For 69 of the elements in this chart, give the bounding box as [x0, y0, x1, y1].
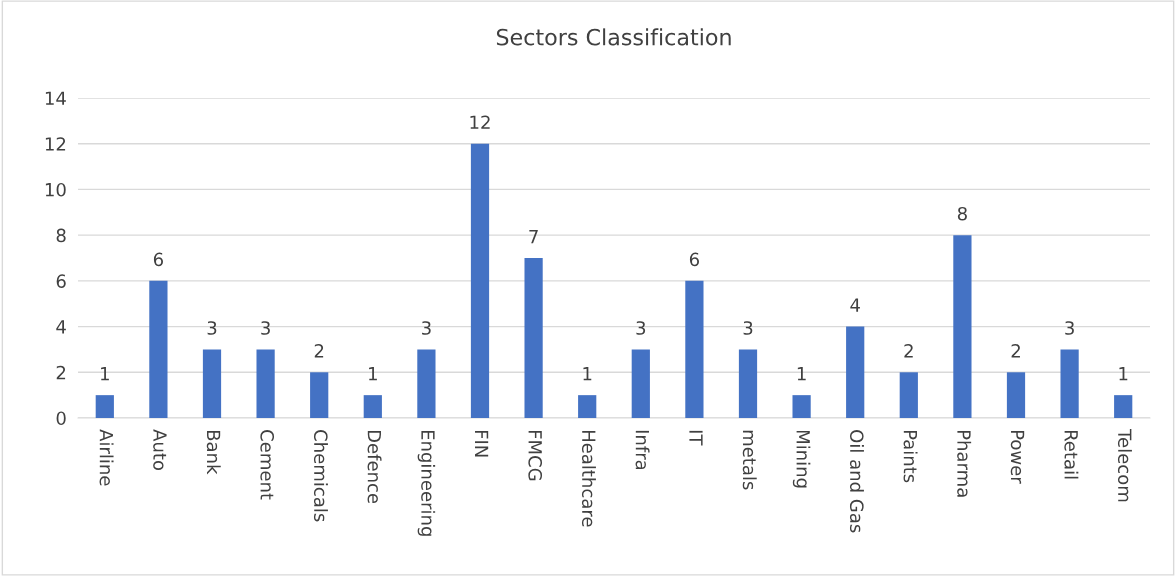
bar — [685, 280, 704, 418]
y-tick-label: 0 — [56, 411, 66, 426]
x-tick-label: Healthcare — [581, 430, 596, 527]
bar — [149, 280, 168, 418]
bar — [363, 395, 382, 418]
bar — [202, 349, 222, 418]
bar — [738, 349, 758, 418]
bar — [470, 143, 490, 418]
data-label: 12 — [470, 115, 490, 129]
bar — [1006, 372, 1026, 418]
data-label: 1 — [101, 367, 109, 381]
data-label: 6 — [153, 252, 164, 267]
bar — [578, 395, 597, 418]
chart-title: Sectors Classification — [496, 28, 731, 46]
x-tick-label: Retail — [1064, 430, 1079, 479]
data-label: 8 — [957, 206, 967, 221]
bar — [792, 395, 811, 418]
y-tick-label: 10 — [45, 182, 66, 197]
x-tick-label: Oil and Gas — [849, 430, 864, 533]
x-tick-label: IT — [689, 430, 703, 446]
bar — [95, 395, 114, 418]
x-tick-label: Telecom — [1117, 429, 1132, 502]
x-tick-label: Airline — [99, 429, 114, 486]
data-label: 3 — [1065, 321, 1074, 335]
y-tick-label: 12 — [45, 137, 66, 151]
y-tick-label: 6 — [56, 274, 66, 288]
bar — [310, 372, 329, 418]
data-label: 3 — [261, 321, 270, 335]
bar — [953, 235, 972, 418]
data-label: 1 — [797, 367, 806, 381]
bar — [417, 349, 436, 418]
x-tick-label: Cement — [260, 430, 275, 500]
x-tick-label: FIN — [475, 430, 489, 457]
data-label: 1 — [369, 367, 377, 381]
x-tick-label: Pharma — [957, 430, 972, 497]
y-tick-label: 14 — [45, 91, 66, 105]
bar — [524, 258, 543, 418]
data-label: 3 — [636, 321, 646, 335]
y-tick-label: 8 — [56, 228, 66, 243]
bar — [899, 372, 918, 418]
x-tick-label: Defence — [367, 430, 382, 504]
x-tick-label: Paints — [903, 430, 918, 483]
x-tick-label: Bank — [206, 430, 221, 475]
x-tick-label: Infra — [635, 430, 650, 470]
data-label: 3 — [743, 321, 753, 335]
data-label: 1 — [1119, 367, 1128, 381]
data-label: 1 — [583, 367, 592, 381]
bar — [631, 349, 650, 418]
data-label: 2 — [1011, 344, 1020, 358]
bar — [846, 326, 865, 418]
data-label: 7 — [529, 229, 538, 244]
data-label: 3 — [422, 321, 431, 335]
data-label: 4 — [850, 298, 860, 312]
data-label: 3 — [207, 321, 217, 335]
x-tick-label: Chemicals — [313, 430, 328, 522]
x-tick-label: FMCG — [528, 430, 543, 481]
data-label: 2 — [904, 344, 913, 358]
x-tick-label: Engineering — [417, 430, 436, 536]
data-label: 2 — [314, 344, 324, 358]
bar — [1114, 395, 1133, 418]
data-label: 6 — [689, 252, 700, 267]
y-tick-label: 2 — [56, 365, 66, 380]
x-tick-label: metals — [742, 430, 757, 490]
y-tick-label: 4 — [56, 320, 66, 334]
x-tick-label: Mining — [792, 430, 811, 488]
x-tick-label: Auto — [153, 429, 167, 471]
x-tick-label: Power — [1010, 430, 1025, 484]
bar — [256, 349, 275, 418]
bar — [1060, 349, 1079, 418]
